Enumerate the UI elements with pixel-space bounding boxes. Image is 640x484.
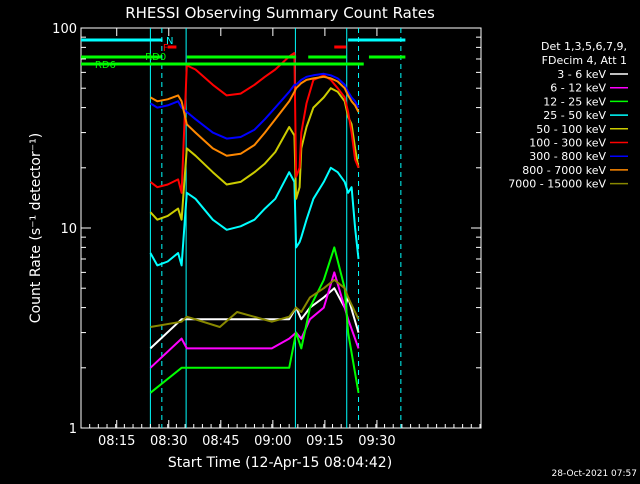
legend: Det 1,3,5,6,7,9,FDecim 4, Att 13 - 6 keV…	[508, 40, 628, 191]
legend-header: Det 1,3,5,6,7,9,	[541, 40, 627, 53]
legend-label: 6 - 12 keV	[550, 82, 606, 95]
legend-label: 100 - 300 keV	[529, 137, 606, 150]
legend-label: 12 - 25 keV	[543, 95, 606, 108]
x-tick-label: 09:30	[358, 434, 395, 449]
legend-label: 50 - 100 keV	[536, 123, 606, 136]
series-line-50-100-kev-kev	[149, 87, 360, 221]
axes: 08:15 08:30 08:45 09:00 09:15 09:30 1 10 100	[52, 22, 481, 449]
timestamp: 28-Oct-2021 07:57	[552, 469, 637, 479]
x-axis-label: Start Time (12-Apr-15 08:04:42)	[168, 455, 392, 471]
legend-header: FDecim 4, Att 1	[542, 54, 627, 67]
y-tick-label: 100	[52, 22, 77, 37]
data-series	[149, 52, 360, 394]
legend-label: 25 - 50 keV	[543, 109, 606, 122]
series-line-800-7000-kev-kev	[149, 75, 360, 157]
flag-label-rd0: RD0	[145, 52, 166, 63]
flag-label-rd6: RD6	[95, 60, 116, 71]
x-tick-label: 08:45	[202, 434, 239, 449]
series-line-12-25-kev-kev	[149, 246, 360, 394]
x-tick-label: 09:00	[254, 434, 291, 449]
legend-label: 300 - 800 keV	[529, 150, 606, 163]
series-line-300-800-kev-kev	[149, 72, 360, 140]
legend-label: 7000 - 15000 keV	[508, 178, 606, 191]
legend-label: 3 - 6 keV	[557, 68, 606, 81]
series-line-100-300-kev-kev	[149, 52, 360, 194]
chart-title: RHESSI Observing Summary Count Rates	[125, 4, 435, 22]
flag-label-n: N	[166, 36, 173, 47]
legend-label: 800 - 7000 keV	[522, 164, 606, 177]
flag-label-f: F	[163, 43, 169, 54]
x-tick-label: 08:15	[98, 434, 135, 449]
x-tick-label: 09:15	[306, 434, 343, 449]
y-axis-label: Count Rate (s⁻¹ detector⁻¹)	[28, 133, 44, 323]
x-tick-label: 08:30	[150, 434, 187, 449]
y-tick-label: 10	[60, 222, 77, 237]
series-line-7000-15000-kev-kev	[150, 278, 360, 328]
y-tick-label: 1	[69, 422, 77, 437]
series-line-25-50-kev-kev	[149, 166, 360, 267]
